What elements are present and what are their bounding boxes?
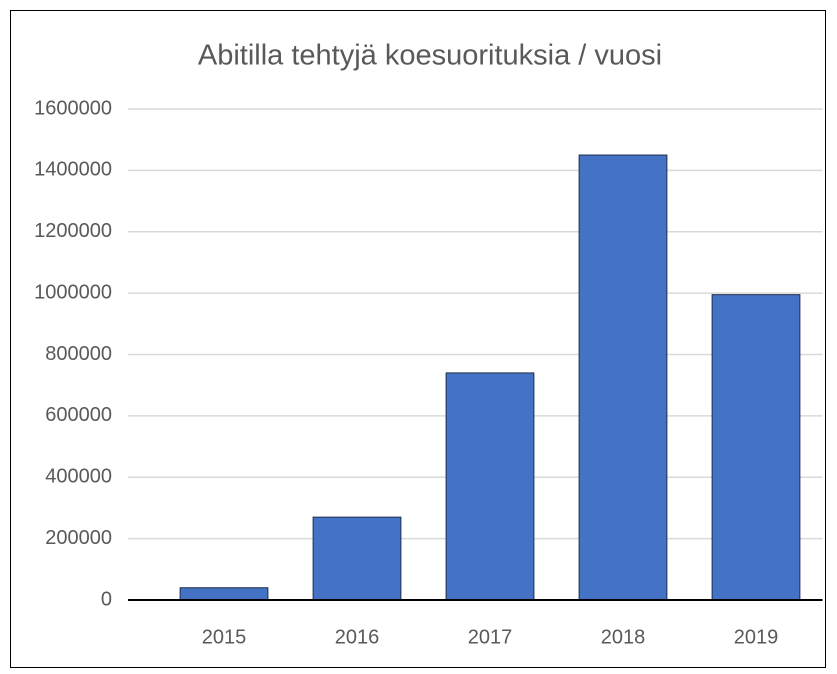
bar: [711, 294, 801, 601]
y-tick-label: 200000: [45, 527, 112, 549]
x-tick-label: 2018: [601, 626, 646, 648]
y-tick-label: 1200000: [34, 220, 112, 242]
y-tick-label: 600000: [45, 404, 112, 426]
bar: [179, 587, 269, 601]
x-tick-label: 2019: [734, 626, 779, 648]
x-tick-label: 2017: [468, 626, 513, 648]
y-tick-label: 1600000: [34, 97, 112, 119]
chart-frame: [10, 10, 826, 668]
y-tick-label: 400000: [45, 466, 112, 488]
y-tick-label: 0: [101, 588, 112, 610]
x-tick-label: 2016: [335, 626, 380, 648]
bar: [445, 372, 535, 601]
chart-title: Abitilla tehtyjä koesuorituksia / vuosi: [198, 40, 662, 72]
y-tick-label: 1000000: [34, 281, 112, 303]
y-tick-label: 1400000: [34, 159, 112, 181]
bar: [312, 516, 402, 601]
bar: [578, 154, 668, 601]
y-tick-label: 800000: [45, 343, 112, 365]
x-tick-label: 2015: [202, 626, 247, 648]
